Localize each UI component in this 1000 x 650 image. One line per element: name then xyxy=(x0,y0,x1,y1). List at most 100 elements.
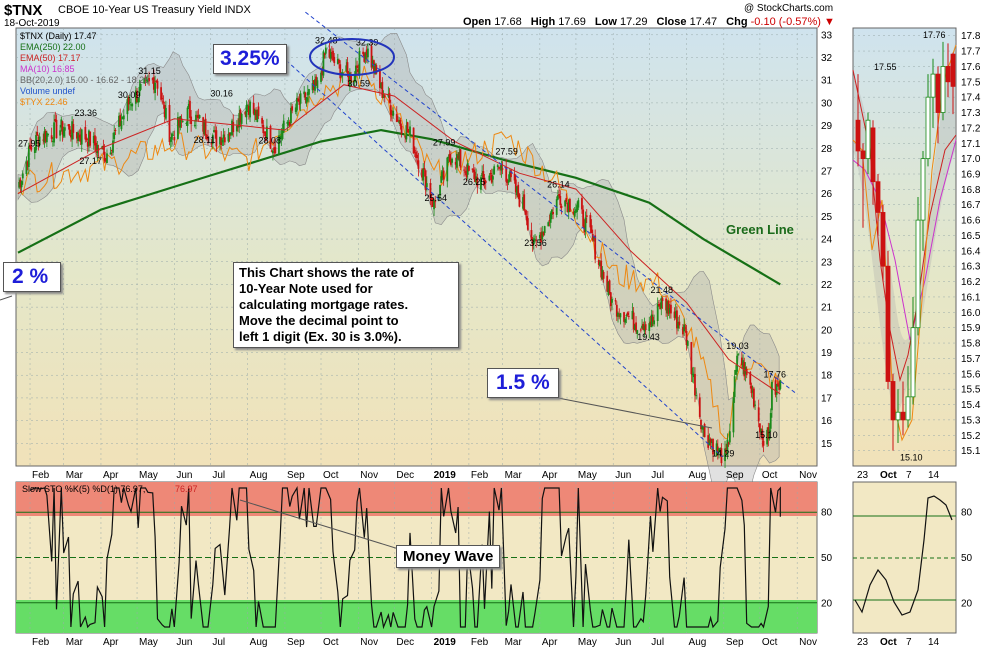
candle-body xyxy=(431,199,434,207)
y-tick-label: 17.8 xyxy=(961,31,981,42)
candle-body xyxy=(526,218,529,230)
candle-body xyxy=(492,176,494,180)
y-tick-label: 16 xyxy=(821,416,833,427)
candle-body xyxy=(940,66,946,113)
candle-body xyxy=(387,93,390,97)
price-point-label: 21.48 xyxy=(651,285,674,295)
y-tick-label: 33 xyxy=(821,30,833,41)
candle-body xyxy=(151,78,154,80)
candle-body xyxy=(481,172,484,177)
candle-body xyxy=(219,136,221,145)
candle-body xyxy=(282,120,285,133)
candle-body xyxy=(517,184,520,198)
y-tick-label: 15.5 xyxy=(961,385,981,396)
candle-body xyxy=(472,169,475,173)
y-tick-label: 25 xyxy=(821,212,833,223)
candle-body xyxy=(171,133,173,140)
candle-body xyxy=(61,121,64,135)
zoom-stochastic-panel[interactable] xyxy=(852,481,957,634)
note-line: calculating mortgage rates. xyxy=(239,297,409,312)
legend-ema250: EMA(250) 22.00 xyxy=(20,42,86,52)
candle-body xyxy=(569,198,571,212)
candle-body xyxy=(589,215,592,228)
candle-body xyxy=(278,135,280,154)
channel-line xyxy=(270,45,723,458)
y-tick-label: 17 xyxy=(821,393,833,404)
candle-body xyxy=(762,440,765,446)
candle-body xyxy=(668,308,671,313)
candle-body xyxy=(36,132,39,136)
candle-body xyxy=(272,150,274,154)
green-line-label: Green Line xyxy=(726,222,794,237)
candle-body xyxy=(240,113,243,124)
candle-body xyxy=(45,132,48,143)
candle-body xyxy=(415,151,417,158)
candle-body xyxy=(247,105,250,115)
candle-body xyxy=(945,66,951,83)
close-value: 17.47 xyxy=(689,16,718,28)
candle-body xyxy=(692,374,695,378)
candle-body xyxy=(552,211,554,215)
candle-body xyxy=(754,404,756,406)
candle-body xyxy=(644,324,647,330)
candle-body xyxy=(601,269,604,280)
candle-body xyxy=(163,105,166,118)
candle-body xyxy=(607,282,610,295)
candle-body xyxy=(709,438,712,443)
candle-body xyxy=(707,435,710,448)
y-tick-label: 32 xyxy=(821,53,833,64)
candle-body xyxy=(724,448,726,462)
y-tick-label: 23 xyxy=(821,257,833,268)
callout-15-pointer xyxy=(557,397,713,429)
candle-body xyxy=(38,136,41,146)
note-line: left 1 digit (Ex. 30 is 3.0%). xyxy=(239,329,402,344)
candle-body xyxy=(895,411,901,421)
candle-body xyxy=(237,125,239,128)
y-tick-label: 15.2 xyxy=(961,431,981,442)
candle-body xyxy=(138,86,141,96)
candle-body xyxy=(330,52,333,54)
candle-body xyxy=(44,130,47,142)
candle-body xyxy=(757,407,760,422)
zoom-y-axis: 15.1 15.2 15.3 15.4 15.5 15.6 15.7 15.8 15.9 16.0… xyxy=(961,31,981,457)
candle-body xyxy=(152,77,155,90)
candle-body xyxy=(177,116,179,139)
price-point-label: 28.08 xyxy=(259,135,282,145)
candle-body xyxy=(535,239,538,241)
x-tick-label: Mar xyxy=(505,470,523,481)
candle-body xyxy=(406,122,409,133)
x-tick-label: Oct xyxy=(323,637,339,648)
candle-body xyxy=(262,124,265,134)
x-tick-label: May xyxy=(139,637,158,648)
candle-body xyxy=(703,424,706,438)
y-tick-label: 15.9 xyxy=(961,323,981,334)
candle-body xyxy=(67,124,70,127)
x-tick-label: Oct xyxy=(880,637,897,648)
y-tick-label: 16.9 xyxy=(961,170,981,181)
candle-body xyxy=(397,119,399,121)
candle-body xyxy=(726,439,729,456)
candle-body xyxy=(434,201,437,203)
candle-body xyxy=(144,76,147,79)
y-tick-label: 17.4 xyxy=(961,93,981,104)
candle-body xyxy=(661,298,664,302)
candle-body xyxy=(489,172,492,175)
candle-body xyxy=(482,171,485,180)
candle-body xyxy=(291,106,294,111)
x-tick-label: May xyxy=(578,637,597,648)
candle-body xyxy=(573,210,576,217)
y-tick-label: 15.4 xyxy=(961,400,981,411)
candle-body xyxy=(30,146,33,151)
candle-body xyxy=(550,209,553,215)
candle-body xyxy=(614,300,617,302)
candle-body xyxy=(559,196,562,206)
zoom-price-panel[interactable]: 17.55 17.76 15.10 xyxy=(852,27,957,467)
candle-body xyxy=(920,158,926,221)
y-tick-label: 16.3 xyxy=(961,262,981,273)
price-panel[interactable]: 23.36 27.95 27.17 31.15 30.09 28.11 30.16 28.08… xyxy=(0,11,818,500)
candle-body xyxy=(925,96,931,160)
x-tick-label: 14 xyxy=(928,637,940,648)
candle-body xyxy=(290,107,292,123)
price-point-label: 30.16 xyxy=(210,88,233,98)
